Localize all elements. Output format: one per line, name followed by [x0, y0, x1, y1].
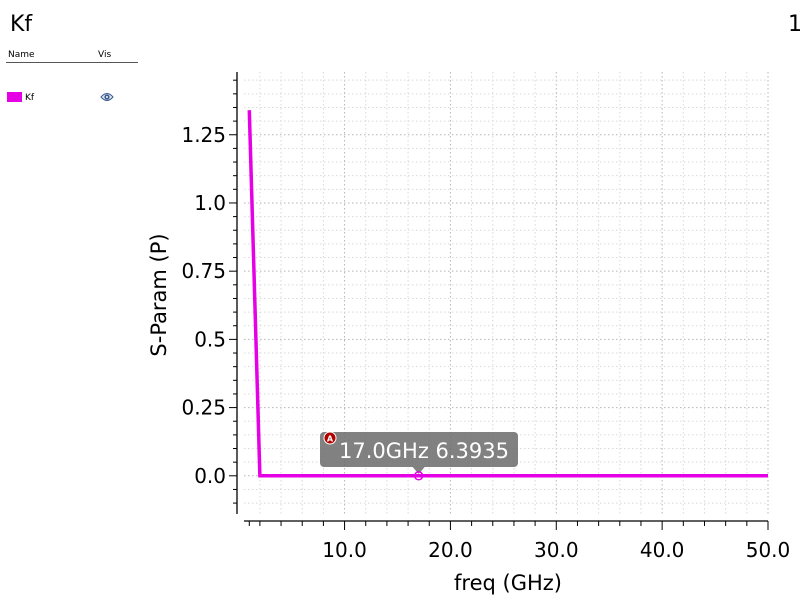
y-axis-label: S-Param (P) — [147, 233, 171, 356]
legend-header: Name Vis — [6, 50, 138, 63]
y-tick-label: 0.25 — [181, 396, 226, 420]
series-line-kf — [247, 110, 768, 478]
tick-labels: 10.0 20.0 30.0 40.0 50.0 0.0 0.25 0.5 0.75 1.0 1.2… — [181, 123, 790, 562]
y-tick-label: 0.0 — [194, 464, 226, 488]
legend-col-vis: Vis — [98, 50, 112, 60]
legend-color-swatch — [7, 92, 22, 102]
x-tick-label: 20.0 — [428, 538, 473, 562]
grid-layer — [244, 72, 769, 514]
y-tick-label: 1.25 — [181, 123, 226, 147]
y-tick-label: 1.0 — [194, 191, 226, 215]
x-tick-label: 50.0 — [746, 538, 791, 562]
legend-panel: Name Vis Kf — [6, 50, 138, 111]
marker-layer[interactable]: 17.0GHz 6.3935 A — [320, 431, 518, 481]
legend-item-kf[interactable]: Kf — [6, 91, 138, 111]
legend-col-name: Name — [8, 50, 35, 60]
series-layer — [247, 110, 768, 478]
eye-icon[interactable] — [100, 91, 114, 106]
page-number: 1 — [788, 12, 800, 37]
x-tick-label: 10.0 — [322, 538, 367, 562]
x-tick-label: 40.0 — [640, 538, 685, 562]
marker-badge-letter: A — [327, 435, 334, 444]
marker-badge — [323, 431, 337, 445]
marker-label-box — [320, 432, 518, 467]
plot-title: Kf — [10, 12, 33, 37]
y-tick-label: 0.5 — [194, 327, 226, 351]
marker-point — [413, 471, 424, 481]
y-tick-label: 0.75 — [181, 259, 226, 283]
axes-layer — [229, 72, 769, 530]
x-axis-label: freq (GHz) — [454, 571, 562, 595]
marker-label-pointer — [412, 467, 425, 474]
legend-item-label: Kf — [25, 93, 35, 103]
x-tick-label: 30.0 — [534, 538, 579, 562]
marker-readout: 17.0GHz 6.3935 — [339, 439, 509, 463]
